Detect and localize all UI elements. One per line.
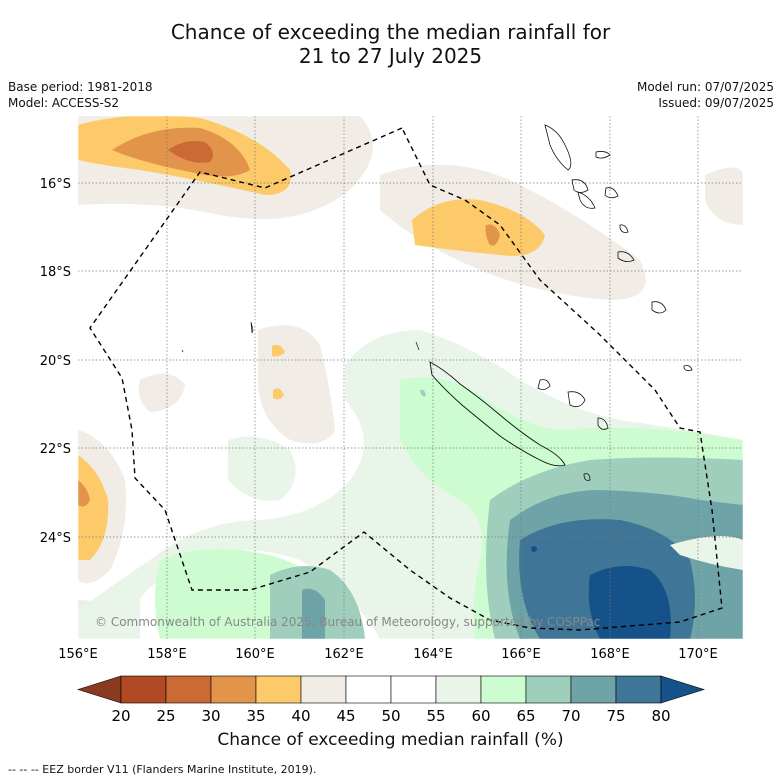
lon-label: 166°E — [501, 647, 541, 662]
colorbar-tick-label: 50 — [381, 707, 400, 725]
copyright-notice: © Commonwealth of Australia 2025, Bureau… — [95, 615, 600, 629]
colorbar-tick-label: 60 — [471, 707, 490, 725]
colorbar-extend-low — [76, 675, 122, 704]
colorbar-tick-label: 30 — [201, 707, 220, 725]
small-reefs — [181, 321, 420, 353]
loyalty-islands — [537, 379, 609, 481]
lat-label: 18°S — [40, 265, 71, 280]
colorbar-tick-label: 80 — [651, 707, 670, 725]
lon-label: 162°E — [324, 647, 364, 662]
colorbar-tick-label: 75 — [606, 707, 625, 725]
colorbar-swatch — [390, 675, 437, 704]
colorbar-tick-label: 35 — [246, 707, 265, 725]
lat-label: 24°S — [40, 531, 71, 546]
lon-label: 170°E — [678, 647, 718, 662]
map-title-line-2: 21 to 27 July 2025 — [298, 44, 483, 68]
new-caledonia-coastline — [429, 361, 566, 467]
colorbar-swatch — [255, 675, 302, 704]
colorbar-swatch — [300, 675, 347, 704]
lon-label: 158°E — [147, 647, 187, 662]
lon-label: 160°E — [235, 647, 275, 662]
lat-label: 20°S — [40, 354, 71, 369]
colorbar-swatch — [120, 675, 167, 704]
lon-label: 164°E — [413, 647, 453, 662]
eez-legend-note: -- -- -- EEZ border V11 (Flanders Marine… — [8, 763, 317, 776]
issued-date: Issued: 09/07/2025 — [658, 96, 774, 110]
model-run: Model run: 07/07/2025 — [636, 80, 774, 94]
colorbar-swatch — [615, 675, 662, 704]
map-title-line-1: Chance of exceeding the median rainfall … — [170, 20, 611, 44]
band-25-30 — [168, 141, 214, 163]
lat-label: 16°S — [40, 177, 71, 192]
colorbar-tick-label: 25 — [156, 707, 175, 725]
colorbar-tick-label: 40 — [291, 707, 310, 725]
latitude-labels: 16°S 18°S 20°S 22°S 24°S — [40, 177, 71, 546]
colorbar — [76, 675, 706, 704]
colorbar-swatch — [525, 675, 572, 704]
colorbar-title: Chance of exceeding median rainfall (%) — [217, 730, 564, 750]
band-85-plus — [531, 546, 671, 639]
base-period: Base period: 1981-2018 — [8, 80, 153, 94]
colorbar-swatch — [345, 675, 392, 704]
colorbar-swatch — [165, 675, 212, 704]
colorbar-swatch — [570, 675, 617, 704]
rainfall-probability-map: © Commonwealth of Australia 2025, Bureau… — [78, 116, 743, 639]
colorbar-tick-label: 45 — [336, 707, 355, 725]
colorbar-tick-label: 65 — [516, 707, 535, 725]
colorbar-tick-label: 70 — [561, 707, 580, 725]
colorbar-extend-high — [660, 675, 706, 704]
longitude-labels: 156°E 158°E 160°E 162°E 164°E 166°E 168°… — [58, 647, 718, 662]
colorbar-tick-label: 55 — [426, 707, 445, 725]
colorbar-swatch — [435, 675, 482, 704]
colorbar-swatch — [210, 675, 257, 704]
graticule — [78, 116, 743, 639]
map-frame — [77, 115, 744, 640]
lat-label: 22°S — [40, 442, 71, 457]
lon-label: 168°E — [590, 647, 630, 662]
colorbar-tick-label: 20 — [111, 707, 130, 725]
model-name: Model: ACCESS-S2 — [8, 96, 120, 110]
colorbar-tick-labels: 20 25 30 35 40 45 50 55 60 65 70 75 80 — [111, 707, 670, 725]
colorbar-swatch — [480, 675, 527, 704]
vanuatu-islands — [544, 124, 693, 372]
eez-border — [89, 127, 723, 631]
band-wedge-east — [670, 536, 743, 570]
lon-label: 156°E — [58, 647, 98, 662]
